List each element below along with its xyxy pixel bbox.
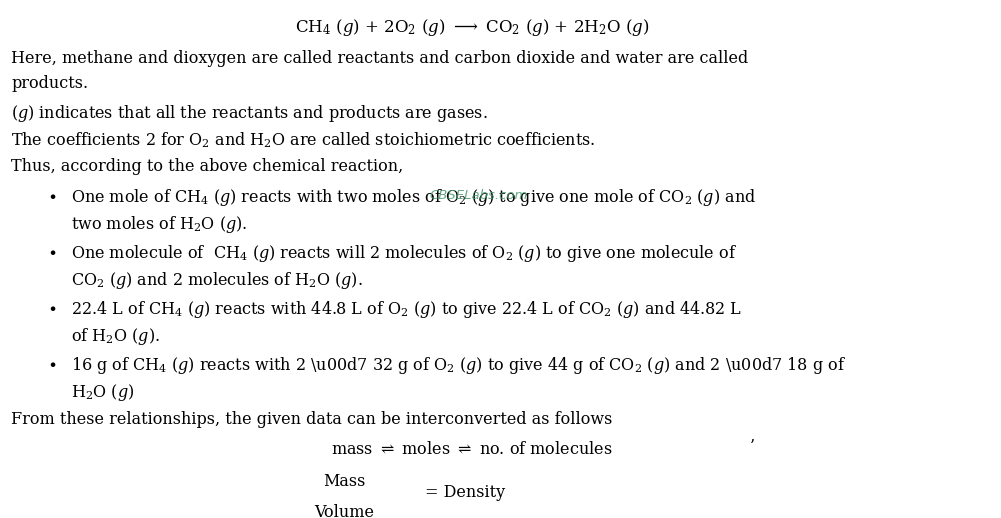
Text: mass $\rightleftharpoons$ moles $\rightleftharpoons$ no. of molecules: mass $\rightleftharpoons$ moles $\rightl… xyxy=(331,441,613,458)
Text: ’: ’ xyxy=(750,438,755,455)
Text: 22.4 L of CH$_4$ $(g)$ reacts with 44.8 L of O$_2$ $(g)$ to give 22.4 L of CO$_2: 22.4 L of CH$_4$ $(g)$ reacts with 44.8 … xyxy=(71,298,742,320)
Text: One mole of CH$_4$ $(g)$ reacts with two moles of O$_2$ $(g)$ to give one mole o: One mole of CH$_4$ $(g)$ reacts with two… xyxy=(71,186,756,208)
Text: two moles of H$_2$O $(g)$.: two moles of H$_2$O $(g)$. xyxy=(71,214,247,235)
Text: $\bullet$: $\bullet$ xyxy=(47,242,57,260)
Text: Volume: Volume xyxy=(314,505,374,518)
Text: The coefficients 2 for O$_2$ and H$_2$O are called stoichiometric coefficients.: The coefficients 2 for O$_2$ and H$_2$O … xyxy=(11,131,596,150)
Text: 16 g of CH$_4$ $(g)$ reacts with 2 \u00d7 32 g of O$_2$ $(g)$ to give 44 g of CO: 16 g of CH$_4$ $(g)$ reacts with 2 \u00d… xyxy=(71,355,846,376)
Text: One molecule of  CH$_4$ $(g)$ reacts will 2 molecules of O$_2$ $(g)$ to give one: One molecule of CH$_4$ $(g)$ reacts will… xyxy=(71,242,737,264)
Text: = Density: = Density xyxy=(424,483,505,500)
Text: Thus, according to the above chemical reaction,: Thus, according to the above chemical re… xyxy=(11,159,403,176)
Text: CBSELabs.com: CBSELabs.com xyxy=(429,189,528,202)
Text: $\bullet$: $\bullet$ xyxy=(47,186,57,204)
Text: of H$_2$O $(g)$.: of H$_2$O $(g)$. xyxy=(71,326,159,347)
Text: Mass: Mass xyxy=(323,473,365,490)
Text: CH$_4$ $(g)$ + 2O$_2$ $(g)$ $\longrightarrow$ CO$_2$ $(g)$ + 2H$_2$O $(g)$: CH$_4$ $(g)$ + 2O$_2$ $(g)$ $\longrighta… xyxy=(294,17,649,38)
Text: $\bullet$: $\bullet$ xyxy=(47,298,57,315)
Text: $(g)$ indicates that all the reactants and products are gases.: $(g)$ indicates that all the reactants a… xyxy=(11,103,488,124)
Text: products.: products. xyxy=(11,76,88,93)
Text: H$_2$O $(g)$: H$_2$O $(g)$ xyxy=(71,382,134,403)
Text: CO$_2$ $(g)$ and 2 molecules of H$_2$O $(g)$.: CO$_2$ $(g)$ and 2 molecules of H$_2$O $… xyxy=(71,270,362,291)
Text: From these relationships, the given data can be interconverted as follows: From these relationships, the given data… xyxy=(11,411,613,427)
Text: $\bullet$: $\bullet$ xyxy=(47,355,57,371)
Text: Here, methane and dioxygen are called reactants and carbon dioxide and water are: Here, methane and dioxygen are called re… xyxy=(11,50,749,67)
